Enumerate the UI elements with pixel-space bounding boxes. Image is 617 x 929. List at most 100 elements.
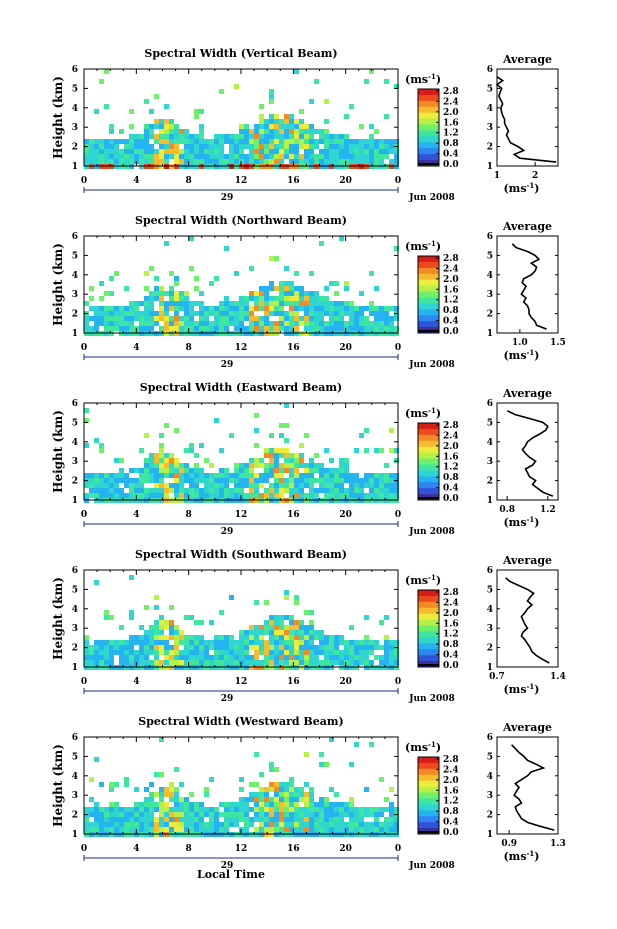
y-tick-label: 4: [72, 438, 78, 448]
date-label: Jun 2008: [408, 360, 455, 370]
y-tick-label: 3: [72, 457, 78, 467]
panel-title: Spectral Width (Westward Beam): [138, 715, 343, 728]
average-frame: [496, 569, 559, 668]
colorbar-unit: (ms-1): [405, 740, 441, 754]
heatmap-field: [84, 403, 399, 503]
colorbar-tick-label: 2.4: [443, 97, 459, 107]
colorbar-tick-label: 1.2: [443, 797, 459, 807]
avg-y-tick-label: 6: [487, 232, 493, 242]
colorbar-tick-label: 0.0: [443, 828, 459, 838]
avg-y-tick-label: 2: [487, 811, 493, 821]
date-label: Jun 2008: [408, 861, 455, 871]
x-tick-label: 16: [287, 844, 300, 854]
colorbar-unit: (ms-1): [405, 406, 441, 420]
y-tick-label: 5: [72, 585, 78, 595]
colorbar-tick-label: 0.4: [443, 317, 459, 327]
y-tick-label: 2: [72, 477, 78, 487]
avg-y-tick-label: 4: [487, 104, 493, 114]
avg-x-tick-label: 1.5: [550, 338, 566, 348]
y-tick-label: 1: [72, 329, 78, 339]
average-profile-line: [511, 243, 547, 330]
y-tick-label: 5: [72, 251, 78, 261]
x-tick-label: 20: [339, 844, 352, 854]
x-tick-label: 0: [395, 844, 401, 854]
heatmap-field: [84, 236, 399, 336]
x-tick-label: 8: [186, 176, 192, 186]
average-title: Average: [502, 554, 552, 567]
y-axis-label: Height (km): [51, 410, 65, 493]
avg-y-tick-label: 1: [487, 830, 493, 840]
x-tick-label: 8: [186, 343, 192, 353]
x-tick-label: 20: [339, 343, 352, 353]
colorbar-tick-label: 2.8: [443, 421, 459, 431]
avg-y-tick-label: 1: [487, 329, 493, 339]
colorbar-tick-label: 0.0: [443, 160, 459, 170]
panel-title: Spectral Width (Northward Beam): [135, 214, 347, 227]
colorbar-tick-label: 2.4: [443, 598, 459, 608]
avg-y-tick-label: 5: [487, 84, 493, 94]
colorbar-tick-label: 2.8: [443, 588, 459, 598]
avg-x-label: (ms-1): [503, 348, 539, 362]
panel-title: Spectral Width (Vertical Beam): [144, 47, 337, 60]
avg-y-tick-label: 1: [487, 162, 493, 172]
x-tick-label: 12: [235, 844, 248, 854]
colorbar-tick-label: 2.4: [443, 264, 459, 274]
colorbar: 0.00.40.81.21.62.02.42.8(ms-1): [405, 239, 459, 337]
avg-x-label: (ms-1): [503, 849, 539, 863]
day-label: 29: [221, 861, 234, 871]
date-label: Jun 2008: [408, 193, 455, 203]
y-tick-label: 6: [72, 65, 78, 75]
average-panel: Average 1 2 3 4 5 6 0.7 1.4 (ms-1): [487, 554, 566, 696]
colorbar-tick-label: 1.6: [443, 452, 459, 462]
avg-x-tick-label: 2: [532, 171, 538, 181]
x-tick-label: 12: [235, 677, 248, 687]
y-tick-label: 6: [72, 232, 78, 242]
colorbar-tick-label: 1.6: [443, 285, 459, 295]
y-tick-label: 4: [72, 271, 78, 281]
heatmap-field: [84, 737, 399, 837]
avg-y-tick-label: 3: [487, 123, 493, 133]
colorbar-tick-label: 0.4: [443, 651, 459, 661]
avg-y-tick-label: 2: [487, 477, 493, 487]
avg-y-tick-label: 5: [487, 585, 493, 595]
average-frame: [496, 235, 559, 334]
date-label: Jun 2008: [408, 527, 455, 537]
x-tick-label: 0: [395, 343, 401, 353]
average-profile-line: [495, 76, 557, 163]
colorbar-tick-label: 0.4: [443, 818, 459, 828]
y-tick-label: 6: [72, 733, 78, 743]
x-tick-label: 8: [186, 510, 192, 520]
day-label: 29: [221, 360, 234, 370]
avg-y-tick-label: 4: [487, 772, 493, 782]
day-label: 29: [221, 527, 234, 537]
colorbar-tick-label: 2.0: [443, 776, 459, 786]
avg-x-tick-label: 1.0: [512, 338, 528, 348]
avg-y-tick-label: 4: [487, 438, 493, 448]
x-tick-label: 0: [395, 677, 401, 687]
colorbar-tick-label: 2.0: [443, 275, 459, 285]
colorbar-tick-label: 2.0: [443, 442, 459, 452]
date-label: Jun 2008: [408, 694, 455, 704]
avg-x-label: (ms-1): [503, 682, 539, 696]
avg-y-tick-label: 5: [487, 418, 493, 428]
x-tick-label: 0: [81, 677, 87, 687]
avg-x-tick-label: 1.3: [550, 839, 566, 849]
average-title: Average: [502, 387, 552, 400]
colorbar-tick-label: 1.2: [443, 463, 459, 473]
avg-x-label: (ms-1): [503, 181, 539, 195]
colorbar-tick-label: 2.4: [443, 431, 459, 441]
colorbar-tick-label: 1.6: [443, 118, 459, 128]
x-tick-label: 20: [339, 677, 352, 687]
y-tick-label: 3: [72, 123, 78, 133]
x-tick-label: 0: [395, 510, 401, 520]
avg-y-tick-label: 5: [487, 251, 493, 261]
x-tick-label: 0: [81, 343, 87, 353]
colorbar-tick-label: 0.8: [443, 139, 459, 149]
colorbar-tick-label: 0.0: [443, 327, 459, 337]
x-tick-label: 12: [235, 176, 248, 186]
average-panel: Average 1 2 3 4 5 6 0.9 1.3 (ms-1): [487, 721, 566, 863]
average-frame: [496, 736, 559, 835]
average-frame: [496, 68, 559, 167]
